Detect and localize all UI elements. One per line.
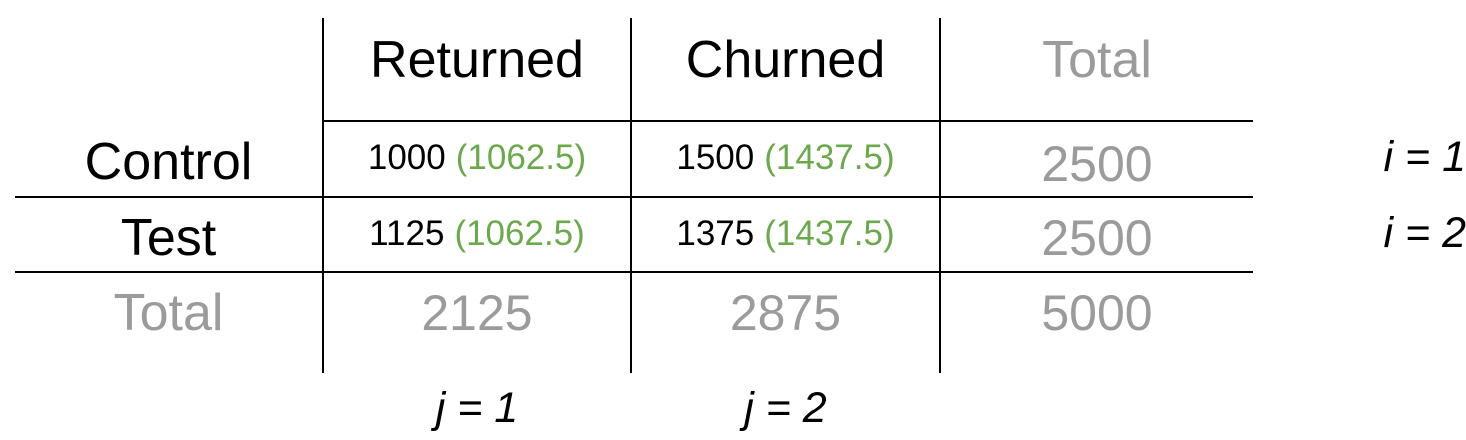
observed-value: 1125 bbox=[369, 213, 445, 253]
column-header-churned: Churned bbox=[685, 31, 886, 89]
expected-value: (1062.5) bbox=[454, 213, 585, 253]
column-header-total: Total bbox=[1042, 31, 1152, 89]
grid-line-horizontal-1 bbox=[322, 120, 1253, 122]
grid-line-horizontal-3 bbox=[15, 271, 1253, 273]
expected-value: (1437.5) bbox=[764, 137, 895, 177]
cell-test-churned: 1375 (1437.5) bbox=[632, 208, 939, 258]
column-index-churned: j = 2 bbox=[744, 383, 827, 432]
grid-line-horizontal-2 bbox=[15, 196, 1253, 198]
cell-grand-total: 5000 bbox=[1041, 285, 1153, 341]
column-header-returned: Returned bbox=[370, 31, 584, 89]
row-label-control: Control bbox=[84, 133, 253, 191]
expected-value: (1437.5) bbox=[764, 213, 895, 253]
row-label-total: Total bbox=[113, 284, 224, 342]
cell-total-churned: 2875 bbox=[729, 285, 842, 341]
grid-line-vertical-1 bbox=[322, 18, 324, 373]
cell-total-returned: 2125 bbox=[421, 285, 533, 341]
observed-value: 1500 bbox=[676, 137, 755, 177]
observed-value: 1375 bbox=[676, 213, 755, 253]
cell-control-churned: 1500 (1437.5) bbox=[632, 132, 939, 182]
row-label-test: Test bbox=[120, 209, 217, 267]
column-index-returned: j = 1 bbox=[435, 383, 519, 432]
cell-test-total: 2500 bbox=[1041, 210, 1153, 266]
observed-value: 1000 bbox=[367, 137, 446, 177]
grid-line-vertical-3 bbox=[939, 18, 941, 373]
cell-control-returned: 1000 (1062.5) bbox=[324, 132, 630, 182]
row-index-test: i = 2 bbox=[1383, 208, 1466, 257]
row-index-control: i = 1 bbox=[1383, 132, 1466, 181]
grid-line-vertical-2 bbox=[630, 18, 632, 373]
cell-control-total: 2500 bbox=[1041, 136, 1153, 192]
expected-value: (1062.5) bbox=[455, 137, 587, 177]
cell-test-returned: 1125 (1062.5) bbox=[324, 208, 630, 258]
